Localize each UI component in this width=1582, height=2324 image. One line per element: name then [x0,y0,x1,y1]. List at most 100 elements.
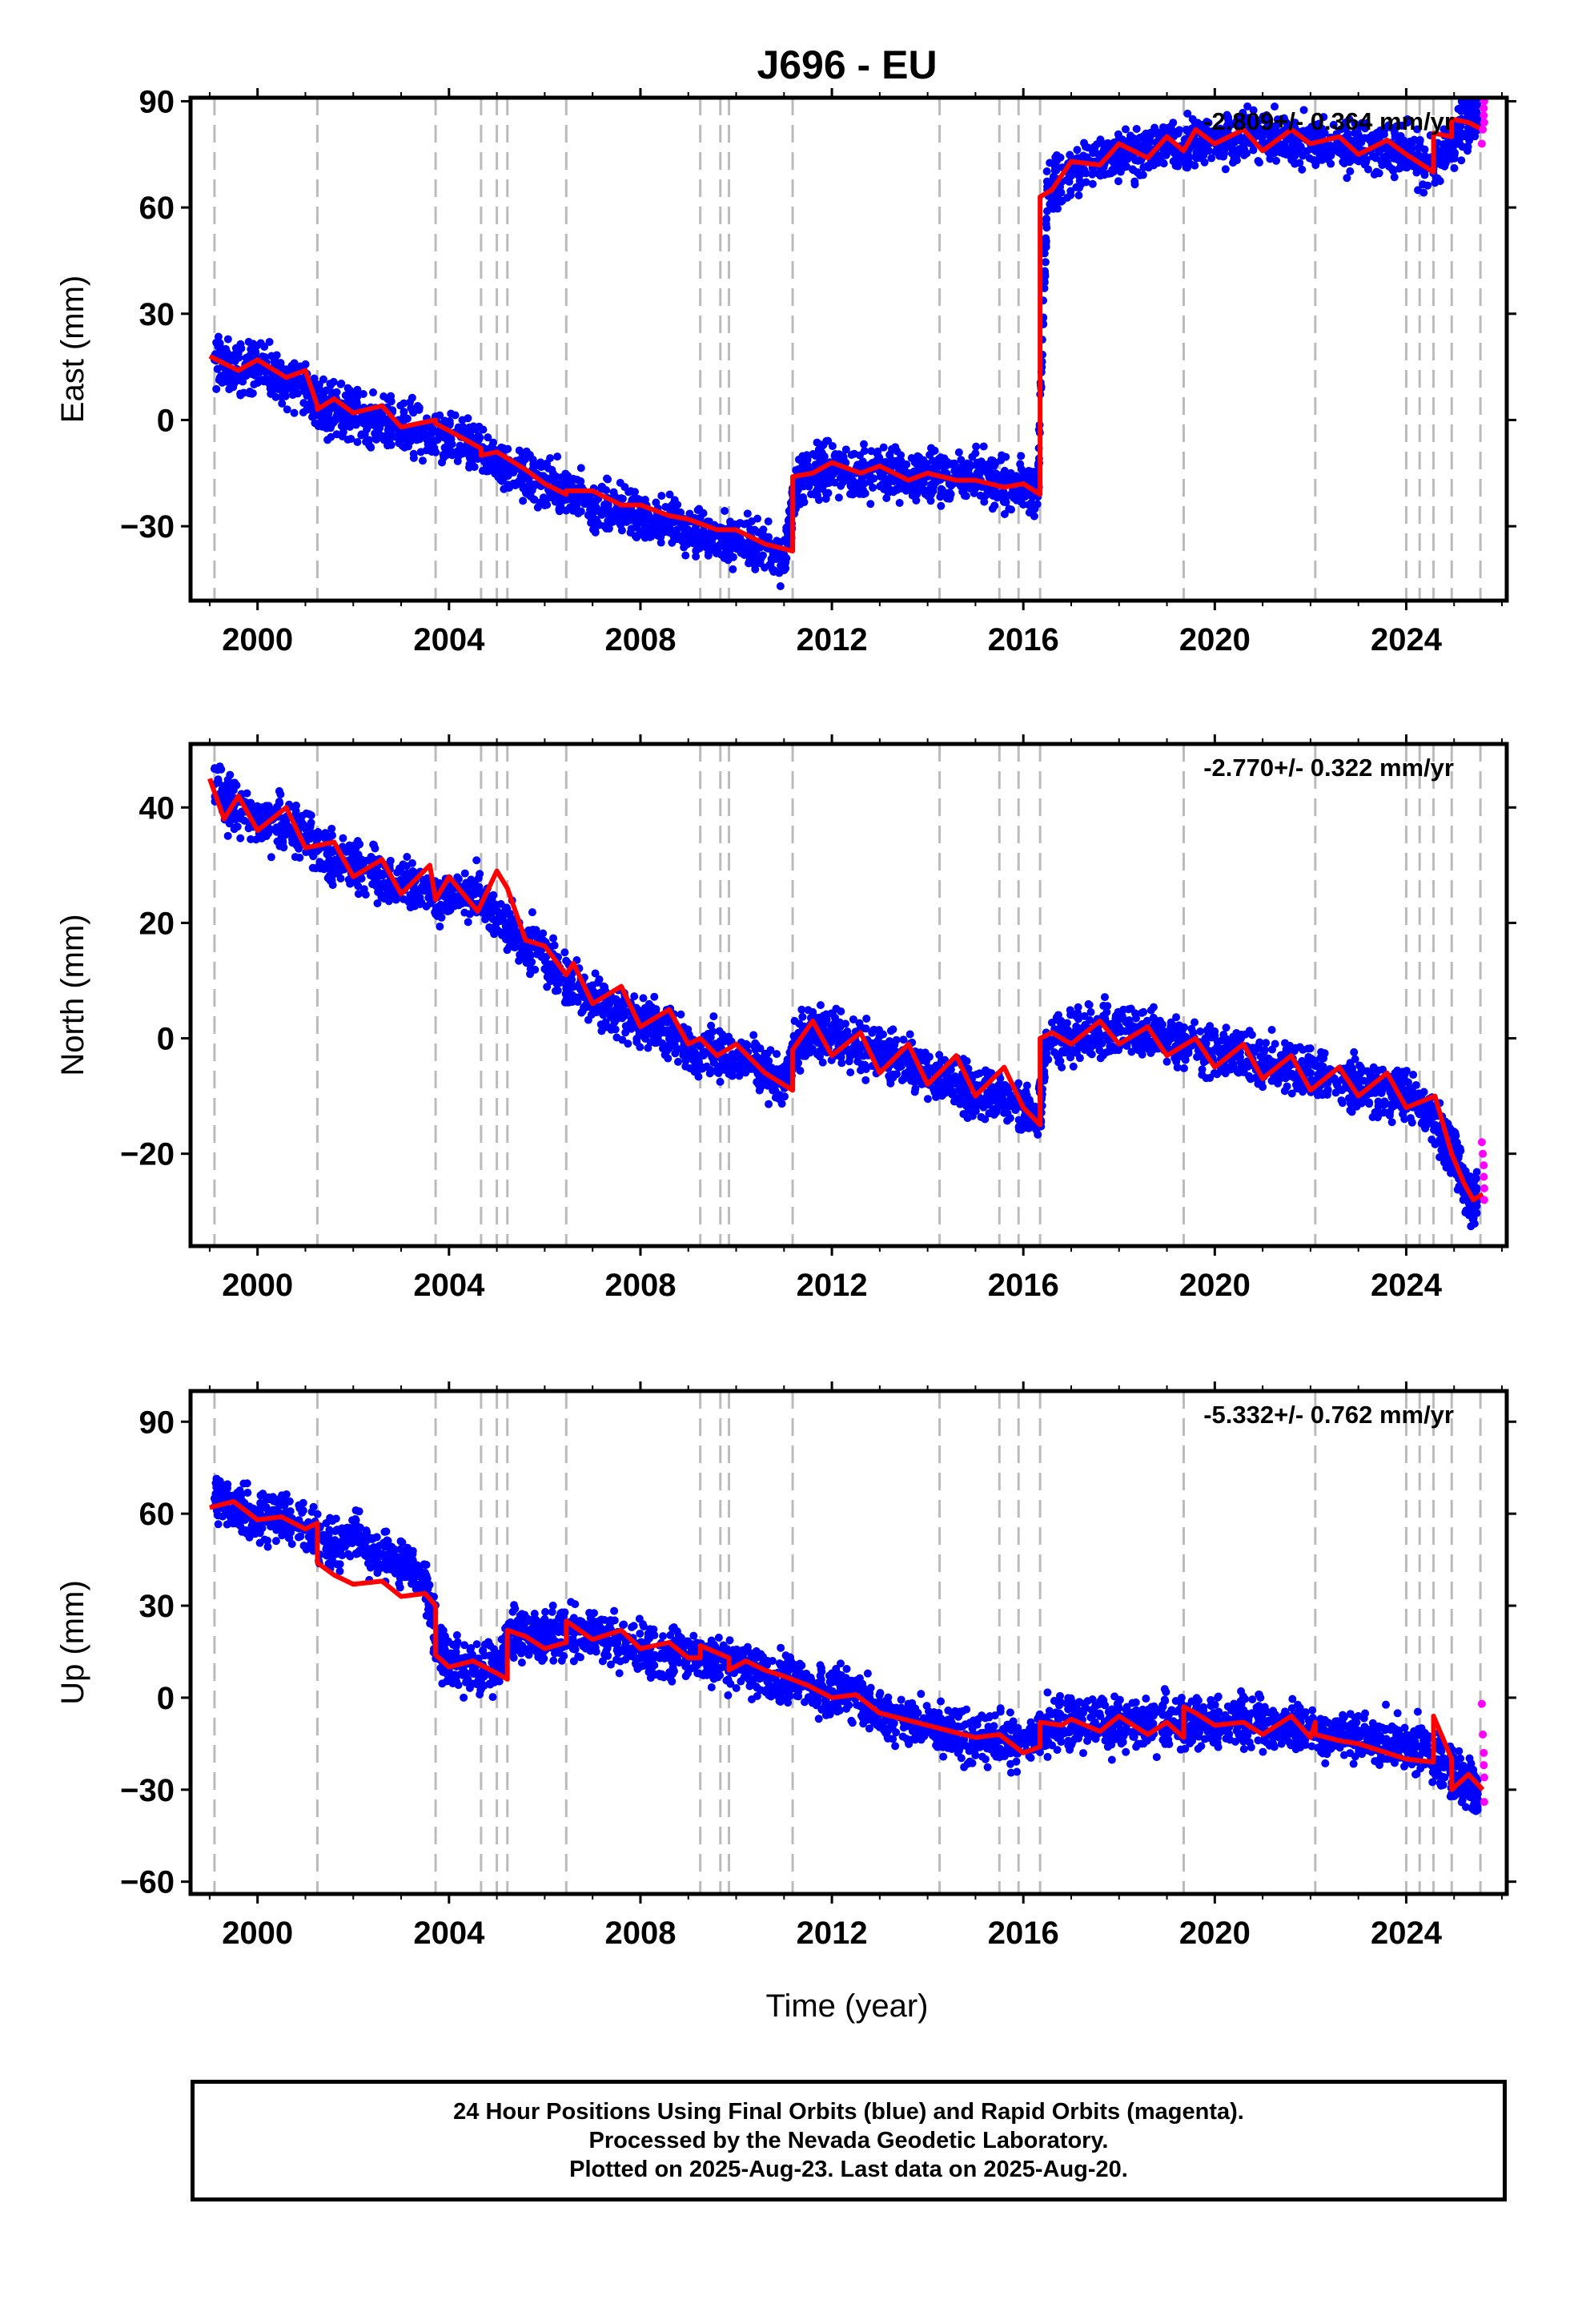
data-point-final [1191,161,1199,170]
data-point-final [521,955,530,963]
data-point-final [616,478,624,487]
data-point-final [404,898,413,907]
data-point-final [1255,158,1263,167]
y-axis-title: East (mm) [55,275,90,423]
data-point-final [1372,167,1381,176]
data-point-final [1327,159,1335,168]
data-point-final [693,506,702,515]
data-point-final [232,781,241,790]
data-point-final [1024,501,1033,509]
data-point-final [488,442,496,451]
data-point-final [383,887,392,895]
data-point-final [781,1092,789,1101]
data-point-final [519,497,528,505]
data-point-final [283,405,291,414]
data-point-final [1439,125,1448,134]
data-point-final [611,1025,620,1034]
data-point-final [1452,131,1461,139]
data-point-final [588,502,597,511]
data-point-rapid [1480,118,1488,127]
data-point-final [230,814,239,822]
plot-area [208,98,1488,590]
data-point-final [539,929,548,938]
data-point-final [1347,136,1356,145]
data-point-final [474,874,483,883]
data-point-final [360,414,369,423]
data-point-final [253,378,262,387]
data-point-final [532,480,541,489]
data-point-final [881,457,889,466]
data-point-final [497,468,506,476]
data-point-final [1362,121,1371,130]
data-point-final [219,782,227,791]
data-point-final [1042,237,1050,246]
data-point-final [699,1048,708,1057]
data-point-final [465,910,474,919]
data-point-final [551,497,560,506]
data-point-final [1177,154,1186,163]
data-point-final [617,526,626,535]
data-point-final [283,826,291,834]
data-point-final [1345,115,1354,123]
data-point-final [282,818,291,826]
data-point-final [315,858,324,866]
data-point-final [632,533,641,542]
data-point-final [511,943,520,951]
data-point-final [639,994,648,1003]
data-point-final [935,462,944,471]
data-point-final [1291,143,1300,152]
data-point-final [440,444,449,452]
data-point-final [1042,207,1051,215]
data-point-final [965,464,974,473]
data-point-final [837,1059,846,1068]
data-point-final [640,1032,648,1041]
data-point-final [943,494,952,503]
data-point-final [879,443,888,452]
data-point-final [409,408,418,417]
data-point-final [877,1041,885,1050]
data-point-final [1273,115,1282,124]
data-point-final [815,1048,824,1057]
x-tick-label: 2024 [1371,622,1443,657]
data-point-final [528,908,536,917]
data-point-final [1298,165,1307,174]
data-point-final [319,388,328,396]
data-point-final [400,412,408,420]
data-point-final [506,931,515,939]
data-point-final [1051,153,1060,162]
data-point-final [1166,122,1175,131]
data-point-final [1419,180,1427,189]
data-point-final [445,416,454,425]
data-point-final [669,499,678,508]
data-point-final [794,455,803,464]
data-point-final [1272,121,1281,130]
data-point-final [1392,122,1401,131]
data-point-final [857,1066,865,1075]
data-point-final [1114,177,1122,186]
data-point-final [334,869,343,878]
data-point-final [603,474,612,483]
y-tick-label: 60 [139,191,175,226]
data-point-final [400,443,409,452]
data-point-final [595,975,604,984]
x-tick-label: 2004 [413,622,485,657]
data-point-final [327,831,336,840]
data-point-final [688,1064,697,1073]
data-point-final [663,1018,672,1027]
data-point-final [604,1000,612,1009]
data-point-final [290,408,299,417]
data-point-final [1074,191,1083,200]
data-point-final [694,1072,703,1081]
data-point-final [814,496,823,505]
data-point-final [454,452,463,460]
data-point-final [715,1027,724,1035]
data-point-final [519,484,528,493]
data-point-final [1259,139,1268,148]
data-point-final [359,389,367,398]
data-point-final [971,448,980,457]
data-point-final [1450,154,1459,163]
data-point-final [222,344,231,353]
data-point-final [572,502,580,511]
data-point-final [626,529,635,537]
data-point-final [242,353,251,362]
